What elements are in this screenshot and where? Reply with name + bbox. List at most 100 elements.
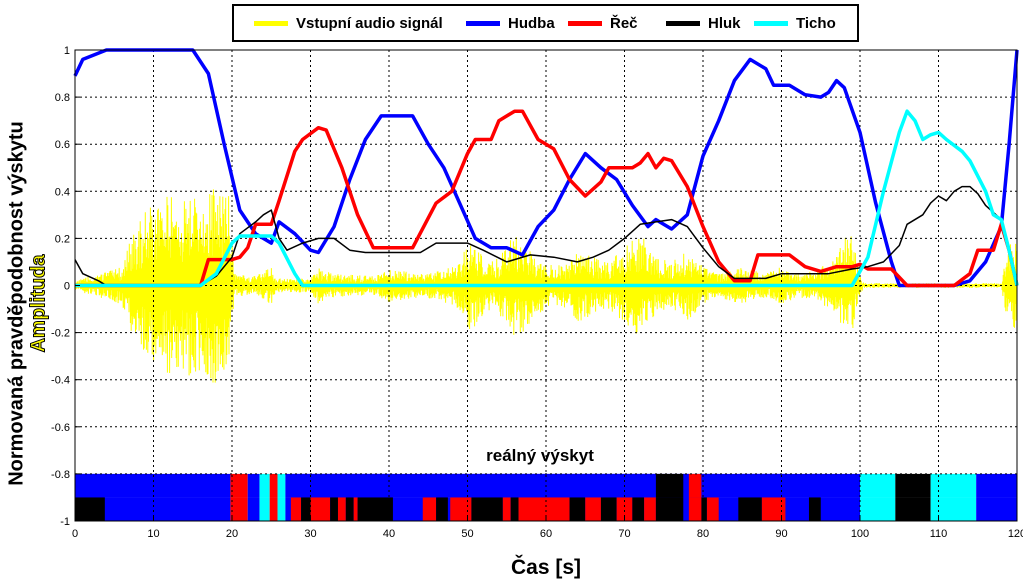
- x-tick-label-10: 100: [851, 528, 869, 540]
- y-tick-label-0: 1: [64, 45, 70, 57]
- legend-item-audio: Vstupní audio signál: [254, 6, 443, 40]
- occurrence-segment-bottom-34: [738, 497, 762, 521]
- legend-label-audio: Vstupní audio signál: [296, 14, 443, 32]
- occurrence-segment-top-40: [976, 473, 1017, 498]
- legend-label-ticho: Ticho: [796, 14, 836, 32]
- y-tick-label-7: -0.4: [51, 375, 70, 387]
- occurrence-segment-top-2: [230, 473, 248, 498]
- occurrence-segment-bottom-10: [310, 497, 331, 521]
- x-tick-label-3: 30: [304, 528, 316, 540]
- occurrence-segment-top-36: [808, 473, 821, 498]
- legend: Vstupní audio signál Hudba Řeč Hluk Tich…: [232, 4, 859, 42]
- y-axis-label-amplitude: Amplituda: [27, 254, 50, 353]
- occurrence-segment-top-10: [310, 473, 331, 498]
- occurrence-segment-top-27: [632, 473, 645, 498]
- series-line-hluk: [74, 185, 1018, 287]
- occurrence-segment-bottom-1: [75, 497, 105, 521]
- occurrence-segment-top-25: [600, 473, 617, 498]
- x-tick-label-4: 40: [383, 528, 395, 540]
- occurrence-segment-bottom-19: [471, 497, 503, 521]
- legend-item-hluk: Hluk: [666, 6, 741, 40]
- occurrence-segment-top-37: [860, 473, 896, 498]
- occurrence-segment-top-33: [706, 473, 719, 498]
- occurrence-segment-top-23: [569, 473, 586, 498]
- occurrence-segment-bottom-11: [330, 497, 338, 521]
- y-tick-label-10: -1: [60, 516, 70, 528]
- occurrence-segment-bottom-16: [422, 497, 437, 521]
- series-line-ticho: [75, 109, 1019, 288]
- occurrence-segment-top-16: [422, 473, 437, 498]
- occurrence-segment-top-20: [502, 473, 511, 498]
- occurrence-segment-top-18: [450, 473, 472, 498]
- y-tick-label-8: -0.6: [51, 422, 70, 434]
- y-axis-label: Normovaná pravděpodobnost výskytu: [5, 121, 28, 486]
- occurrence-segment-top-31: [688, 473, 702, 498]
- legend-item-ticho: Ticho: [754, 6, 836, 40]
- occurrence-segment-bottom-33: [706, 497, 719, 521]
- occurrence-segment-bottom-21: [510, 497, 519, 521]
- x-tick-label-2: 20: [226, 528, 238, 540]
- occurrence-segment-bottom-28: [644, 497, 656, 521]
- occurrence-segment-bottom-26: [616, 497, 633, 521]
- occurrence-segment-top-8: [290, 473, 302, 498]
- occurrence-segment-bottom-3: [247, 497, 260, 521]
- occurrence-segment-top-29: [655, 473, 684, 498]
- audio-signal-waveform: [74, 189, 1018, 383]
- occurrence-segment-bottom-23: [569, 497, 586, 521]
- occurrence-segment-bottom-9: [301, 497, 311, 521]
- occurrence-segment-top-11: [330, 473, 338, 498]
- occurrence-segment-bottom-27: [632, 497, 645, 521]
- x-tick-label-8: 80: [697, 528, 709, 540]
- occurrence-segment-bottom-35: [761, 497, 786, 521]
- occurrence-segment-bottom-12: [337, 497, 346, 521]
- series-line-hudba: [73, 48, 1019, 288]
- x-tick-label-6: 60: [540, 528, 552, 540]
- legend-swatch-ticho: [754, 20, 788, 26]
- occurrence-segment-bottom-5: [269, 497, 278, 521]
- x-tick-label-1: 10: [147, 528, 159, 540]
- occurrence-segment-bottom-30: [683, 497, 689, 521]
- legend-swatch-audio: [254, 20, 288, 26]
- occurrence-segment-bottom-40: [976, 497, 1017, 521]
- occurrence-segment-bottom-38: [895, 497, 931, 521]
- occurrence-segment-bottom-0: [75, 497, 231, 521]
- legend-item-hudba: Hudba: [466, 6, 555, 40]
- occurrence-segment-bottom-14: [353, 497, 358, 521]
- occurrence-segment-top-12: [337, 473, 346, 498]
- occurrence-segment-top-32: [701, 473, 707, 498]
- occurrence-segment-top-19: [471, 473, 503, 498]
- occurrence-segment-bottom-8: [290, 497, 302, 521]
- occurrence-segment-top-3: [247, 473, 260, 498]
- x-tick-label-11: 110: [930, 528, 948, 540]
- occurrence-segment-top-35: [761, 473, 786, 498]
- occurrence-segment-top-13: [345, 473, 354, 498]
- occurrence-segment-bottom-4: [259, 497, 270, 521]
- occurrence-segment-bottom-13: [345, 497, 354, 521]
- y-tick-label-1: 0.8: [55, 92, 70, 104]
- occurrence-segment-top-21: [510, 473, 519, 498]
- x-tick-label-0: 0: [72, 528, 78, 540]
- occurrence-segment-top-6: [277, 473, 286, 498]
- occurrence-segment-bottom-32: [701, 497, 707, 521]
- occurrence-segment-top-30: [683, 473, 689, 498]
- x-axis-label: Čas [s]: [510, 556, 582, 579]
- occurrence-segment-top-39: [930, 473, 977, 498]
- occurrence-segment-top-5: [269, 473, 278, 498]
- occurrence-segment-top-15: [357, 473, 393, 498]
- occurrence-segment-top-0: [75, 473, 231, 498]
- legend-label-hluk: Hluk: [708, 14, 741, 32]
- legend-swatch-hudba: [466, 20, 500, 26]
- y-tick-label-3: 0.4: [55, 186, 70, 198]
- occurrence-segment-top-38: [895, 473, 931, 498]
- y-tick-label-2: 0.6: [55, 139, 70, 151]
- x-tick-label-12: 120: [1008, 528, 1023, 540]
- occurrence-segment-bottom-17: [436, 497, 448, 521]
- occurrence-segment-top-28: [644, 473, 656, 498]
- occurrence-segment-top-24: [585, 473, 601, 498]
- occurrence-band-label: reálný výskyt: [486, 446, 594, 465]
- occurrence-segment-bottom-2: [230, 497, 248, 521]
- occurrence-segment-bottom-31: [688, 497, 702, 521]
- occurrence-segment-bottom-6: [277, 497, 286, 521]
- x-tick-label-7: 70: [618, 528, 630, 540]
